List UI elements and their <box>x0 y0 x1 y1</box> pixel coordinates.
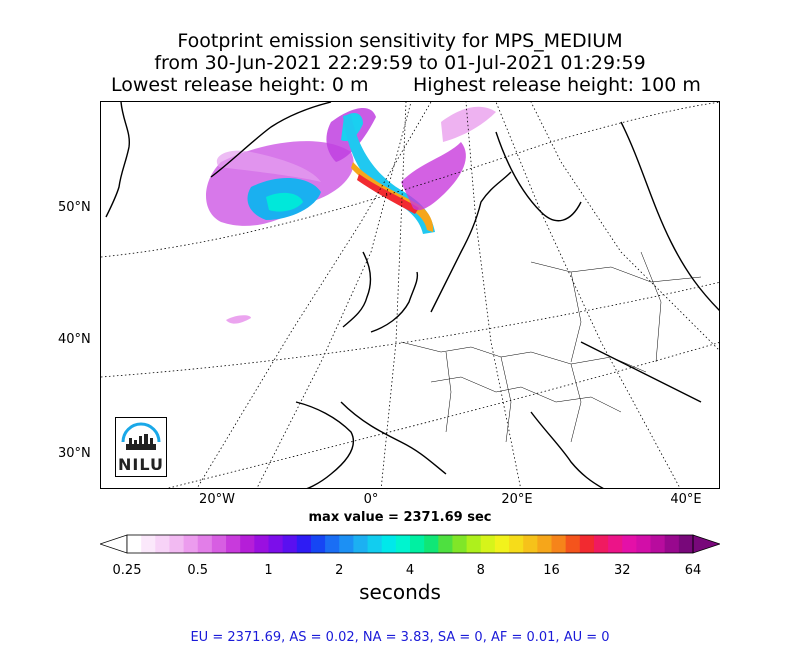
colorbar-extend-high <box>692 534 720 554</box>
colorbar-extend-low <box>100 534 128 554</box>
lowest-release-height: Lowest release height: 0 m <box>111 74 369 96</box>
colorbar-cell <box>268 535 284 553</box>
logo-emblem-icon <box>121 422 161 450</box>
colorbar-tick-label: 32 <box>613 563 631 578</box>
colorbar-cell <box>353 535 369 553</box>
map-canvas <box>101 102 719 488</box>
lon-label: 20°W <box>199 492 235 507</box>
colorbar-cell <box>240 535 255 553</box>
colorbar-cell <box>127 535 142 553</box>
colorbar-cell <box>155 535 170 553</box>
colorbar-cell <box>608 535 623 553</box>
colorbar-cell <box>183 535 199 553</box>
colorbar-cell <box>636 535 652 553</box>
colorbar-cell <box>452 535 468 553</box>
colorbar-cell <box>282 535 298 553</box>
lon-label: 20°E <box>501 492 533 507</box>
colorbar-cell <box>254 535 269 553</box>
colorbar-cell <box>551 535 567 553</box>
lon-label: 40°E <box>670 492 702 507</box>
colorbar-cell <box>509 535 524 553</box>
colorbar-cell <box>565 535 581 553</box>
graticule <box>101 102 719 488</box>
colorbar-cell <box>650 535 666 553</box>
colorbar-cell <box>424 535 439 553</box>
colorbar-cell <box>438 535 453 553</box>
max-value-label: max value = 2371.69 sec <box>308 510 492 525</box>
colorbar-cell <box>622 535 637 553</box>
map-frame <box>100 101 720 489</box>
lat-label: 40°N <box>58 332 91 347</box>
colorbar-cell <box>664 535 680 553</box>
colorbar-cell <box>197 535 213 553</box>
colorbar-cell <box>480 535 496 553</box>
colorbar-cell <box>296 535 312 553</box>
colorbar-cell <box>410 535 425 553</box>
coastlines <box>105 102 719 488</box>
colorbar-cell <box>494 535 510 553</box>
colorbar-cell <box>367 535 383 553</box>
colorbar <box>100 534 720 554</box>
colorbar-cell <box>226 535 241 553</box>
highest-release-height: Highest release height: 100 m <box>413 74 701 96</box>
country-borders <box>400 251 702 443</box>
colorbar-tick-label: 1 <box>264 563 273 578</box>
colorbar-cell <box>537 535 552 553</box>
colorbar-tick-label: 4 <box>405 563 415 578</box>
sensitivity-plume <box>206 106 496 324</box>
chart-title: Footprint emission sensitivity for MPS_M… <box>177 30 623 52</box>
colorbar-cell <box>395 535 411 553</box>
colorbar-tick-label: 2 <box>335 563 344 578</box>
colorbar-cell <box>579 535 595 553</box>
colorbar-cell <box>593 535 609 553</box>
colorbar-unit-label: seconds <box>359 580 441 604</box>
colorbar-tick-label: 0.25 <box>112 563 142 578</box>
colorbar-cell <box>211 535 227 553</box>
colorbar-cell <box>169 535 185 553</box>
nilu-logo: NILU <box>115 417 167 477</box>
region-stats: EU = 2371.69, AS = 0.02, NA = 3.83, SA =… <box>190 630 610 645</box>
lat-label: 30°N <box>58 446 91 461</box>
colorbar-cell <box>381 535 397 553</box>
lon-label: 0° <box>363 492 379 507</box>
colorbar-cell <box>325 535 340 553</box>
colorbar-cell <box>678 535 694 553</box>
colorbar-cell <box>310 535 326 553</box>
colorbar-cell <box>141 535 156 553</box>
colorbar-tick-label: 64 <box>684 563 702 578</box>
colorbar-tick-label: 0.5 <box>187 563 209 578</box>
time-range-subtitle: from 30-Jun-2021 22:29:59 to 01-Jul-2021… <box>154 52 646 74</box>
lat-label: 50°N <box>58 200 91 215</box>
colorbar-tick-label: 8 <box>476 563 485 578</box>
logo-text: NILU <box>118 455 164 474</box>
colorbar-cell <box>466 535 482 553</box>
colorbar-cell <box>523 535 538 553</box>
colorbar-tick-label: 16 <box>543 563 560 578</box>
colorbar-cell <box>339 535 354 553</box>
